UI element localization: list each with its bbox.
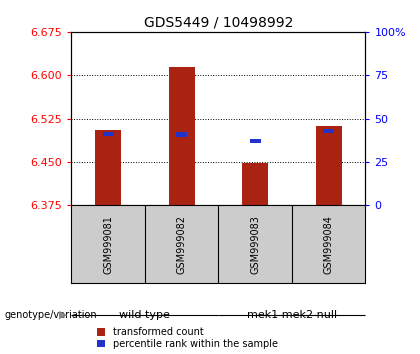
Bar	[102, 132, 114, 136]
Bar	[323, 129, 334, 133]
Text: genotype/variation: genotype/variation	[4, 310, 97, 320]
Bar	[316, 126, 341, 205]
Text: mek1 mek2 null: mek1 mek2 null	[247, 310, 337, 320]
Bar	[95, 130, 121, 205]
Bar	[249, 139, 261, 143]
Text: ▶: ▶	[59, 310, 67, 320]
Text: wild type: wild type	[119, 310, 171, 320]
Bar	[176, 132, 187, 137]
Bar	[169, 67, 194, 205]
Legend: transformed count, percentile rank within the sample: transformed count, percentile rank withi…	[97, 327, 278, 349]
Text: GSM999081: GSM999081	[103, 215, 113, 274]
Title: GDS5449 / 10498992: GDS5449 / 10498992	[144, 15, 293, 29]
Bar	[242, 163, 268, 205]
Text: GSM999084: GSM999084	[324, 215, 333, 274]
Text: GSM999082: GSM999082	[177, 215, 186, 274]
Text: GSM999083: GSM999083	[250, 215, 260, 274]
